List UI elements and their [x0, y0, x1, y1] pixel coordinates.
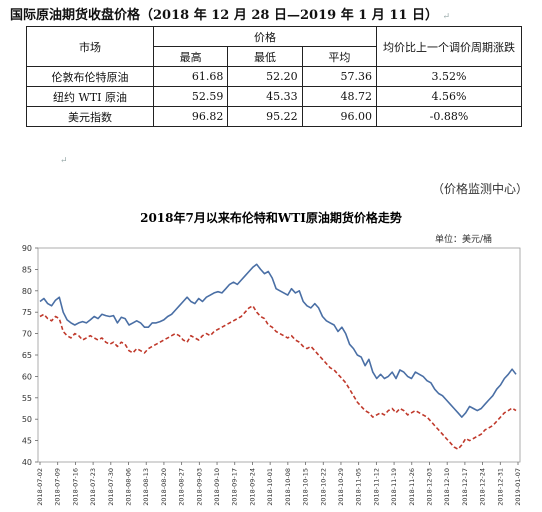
x-tick-label: 2018-09-10 — [213, 468, 221, 506]
cell-high: 96.82 — [152, 106, 229, 127]
paragraph-mark-icon: ↵ — [442, 12, 451, 22]
table-title: 国际原油期货收盘价格（2018 年 12 月 28 日—2019 年 1 月 1… — [0, 4, 542, 23]
y-tick-label: 60 — [22, 372, 32, 381]
y-tick-label: 40 — [22, 458, 32, 467]
header-high: 最高 — [152, 46, 229, 67]
header-low: 最低 — [227, 46, 303, 67]
source-note: （价格监测中心） — [431, 182, 528, 196]
plot-frame — [37, 247, 521, 463]
table-row: 伦敦布伦特原油 61.68 52.20 57.36 3.52% — [26, 66, 522, 87]
x-tick-label: 2018-10-15 — [302, 468, 310, 506]
y-tick-label: 90 — [22, 244, 32, 253]
header-change: 均价比上一个调价周期涨跌 — [376, 26, 522, 67]
table-row: 纽约 WTI 原油 52.59 45.33 48.72 4.56% — [26, 86, 522, 107]
x-tick-label: 2018-08-13 — [142, 468, 150, 506]
cell-change: 3.52% — [376, 66, 522, 87]
x-tick-label: 2018-12-31 — [496, 468, 504, 506]
x-tick-label: 2018-11-19 — [390, 468, 398, 506]
series-line-solid — [39, 263, 517, 418]
cell-low: 95.22 — [227, 106, 303, 127]
x-tick-label: 2018-10-01 — [266, 468, 274, 506]
table-header-row: 市场 价格 均价比上一个调价周期涨跌 — [26, 26, 522, 67]
cell-market: 美元指数 — [26, 106, 154, 127]
header-price: 价格 — [153, 26, 377, 47]
x-tick-label: 2018-10-08 — [284, 468, 292, 506]
cell-high: 52.59 — [152, 86, 229, 107]
x-tick-label: 2018-08-27 — [178, 468, 186, 506]
cell-market: 伦敦布伦特原油 — [26, 66, 154, 87]
cell-change: -0.88% — [376, 106, 522, 127]
cell-market: 纽约 WTI 原油 — [26, 86, 154, 107]
x-tick-label: 2018-08-06 — [125, 468, 133, 506]
y-tick-label: 85 — [22, 265, 32, 274]
x-tick-label: 2018-07-23 — [89, 468, 97, 506]
cell-avg: 96.00 — [301, 106, 378, 127]
x-tick-label: 2018-07-09 — [54, 468, 62, 506]
y-tick-label: 65 — [22, 351, 32, 360]
paragraph-mark-icon: ↵ — [60, 156, 68, 166]
series-line-dashed — [39, 305, 517, 450]
x-tick-label: 2018-11-26 — [408, 468, 416, 506]
cell-low: 45.33 — [227, 86, 303, 107]
price-chart: 2018年7月以来布伦特和WTI原油期货价格走势 单位：美元/桶 40 45 50 5… — [22, 210, 522, 506]
price-table: 市场 价格 均价比上一个调价周期涨跌 最高 最低 平均 伦敦布伦特原油 61.6… — [26, 26, 522, 127]
x-tick-label: 2018-11-05 — [355, 468, 363, 506]
y-tick-label: 55 — [22, 394, 32, 403]
x-tick-label: 2018-12-10 — [443, 468, 451, 506]
cell-change: 4.56% — [376, 86, 522, 107]
x-tick-label: 2019-01-07 — [514, 468, 522, 506]
chart-unit-label: 单位：美元/桶 — [435, 233, 492, 245]
y-tick-label: 70 — [22, 330, 32, 339]
chart-lines — [39, 263, 517, 450]
x-tick-label: 2018-10-22 — [319, 468, 327, 506]
x-tick-label: 2018-07-16 — [71, 468, 79, 506]
x-tick-label: 2018-10-29 — [337, 468, 345, 506]
cell-avg: 48.72 — [301, 86, 378, 107]
chart-title: 2018年7月以来布伦特和WTI原油期货价格走势 — [140, 210, 402, 225]
header-market: 市场 — [26, 26, 154, 67]
cell-high: 61.68 — [152, 66, 229, 87]
x-tick-label: 2018-09-24 — [248, 468, 256, 506]
y-tick-label: 50 — [22, 415, 32, 424]
y-tick-label: 45 — [22, 437, 32, 446]
x-tick-label: 2018-09-17 — [231, 468, 239, 506]
chart-axes: 40 45 50 55 60 65 70 75 80 85 90 2018-07-02 2018-07-… — [22, 244, 522, 506]
x-tick-label: 2018-11-12 — [372, 468, 380, 506]
x-tick-label: 2018-07-30 — [107, 468, 115, 506]
x-tick-label: 2018-09-03 — [195, 468, 203, 506]
table-row: 美元指数 96.82 95.22 96.00 -0.88% — [26, 106, 522, 127]
cell-low: 52.20 — [227, 66, 303, 87]
header-avg: 平均 — [301, 46, 378, 67]
x-tick-label: 2018-12-24 — [479, 468, 487, 506]
y-tick-label: 80 — [22, 287, 32, 296]
x-tick-label: 2018-08-20 — [160, 468, 168, 506]
table-title-text: 国际原油期货收盘价格（2018 年 12 月 28 日—2019 年 1 月 1… — [10, 8, 438, 23]
y-tick-label: 75 — [22, 308, 32, 317]
cell-avg: 57.36 — [301, 66, 378, 87]
x-tick-label: 2018-12-17 — [461, 468, 469, 506]
x-tick-label: 2018-07-02 — [36, 468, 44, 506]
x-tick-label: 2018-12-03 — [425, 468, 433, 506]
